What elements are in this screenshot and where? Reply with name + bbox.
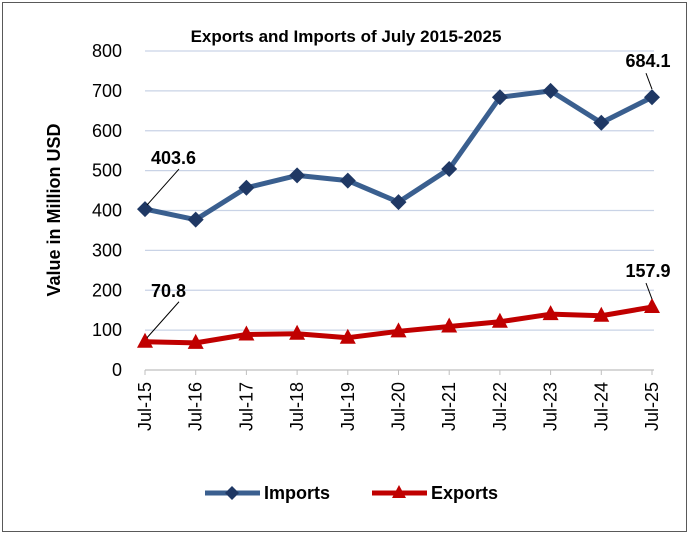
imports-marker: [593, 114, 610, 131]
x-axis-ticks: Jul-15 Jul-16 Jul-17 Jul-18 Jul-19 Jul-20 Jul-…: [135, 370, 662, 431]
gridlines: [145, 50, 654, 371]
legend-marker: [392, 485, 406, 498]
legend-label-exports: Exports: [431, 483, 498, 503]
y-tick-label: 400: [92, 201, 122, 221]
exports-marker: [441, 317, 458, 333]
imports-marker: [187, 211, 204, 228]
imports-marker: [137, 201, 153, 218]
data-label-leader: [146, 301, 180, 339]
y-tick-label: 200: [92, 280, 122, 300]
y-axis-ticks: 0 100 200 300 400 500 600 700 800: [92, 41, 122, 380]
y-tick-label: 300: [92, 240, 122, 260]
exports-data-label: 70.8: [151, 281, 186, 301]
imports-marker: [238, 179, 255, 196]
exports-marker: [289, 324, 306, 340]
imports-marker: [289, 167, 306, 184]
exports-marker: [339, 328, 356, 344]
exports-marker: [238, 325, 255, 341]
y-tick-label: 0: [112, 360, 122, 380]
imports-data-label: 403.6: [151, 148, 196, 168]
y-axis-title: Value in Million USD: [44, 123, 64, 296]
imports-marker: [542, 82, 559, 99]
data-labels: 403.6 684.1 70.8 157.9: [146, 51, 671, 339]
chart-title: Exports and Imports of July 2015-2025: [191, 27, 502, 46]
exports-marker: [187, 333, 204, 349]
y-tick-label: 500: [92, 161, 122, 181]
x-tick-label: Jul-17: [236, 382, 256, 431]
series-lines: [144, 88, 654, 346]
imports-marker: [491, 89, 508, 106]
exports-marker: [644, 298, 660, 314]
x-tick-label: Jul-23: [541, 382, 561, 431]
imports-data-label: 684.1: [625, 51, 670, 71]
imports-marker: [644, 89, 660, 106]
data-label-leader: [146, 168, 180, 206]
x-tick-label: Jul-25: [642, 382, 662, 431]
imports-marker: [339, 172, 356, 189]
y-tick-label: 100: [92, 320, 122, 340]
x-tick-label: Jul-19: [338, 382, 358, 431]
series-markers: [137, 82, 660, 349]
y-tick-label: 800: [92, 41, 122, 61]
exports-marker: [593, 306, 610, 322]
x-tick-label: Jul-16: [186, 382, 206, 431]
exports-marker: [491, 312, 508, 328]
exports-data-label: 157.9: [625, 261, 670, 281]
imports-marker: [441, 161, 458, 178]
legend-marker: [225, 486, 239, 500]
data-label-leader: [645, 282, 653, 300]
x-tick-label: Jul-20: [389, 382, 409, 431]
exports-marker: [390, 322, 407, 338]
y-tick-label: 700: [92, 81, 122, 101]
exports-marker: [137, 332, 153, 348]
x-tick-label: Jul-18: [287, 382, 307, 431]
x-tick-label: Jul-21: [439, 382, 459, 431]
x-tick-label: Jul-22: [490, 382, 510, 431]
data-label-leader: [645, 73, 653, 90]
x-tick-label: Jul-15: [135, 382, 155, 431]
x-tick-label: Jul-24: [591, 382, 611, 431]
legend: Imports Exports: [205, 483, 498, 503]
y-tick-label: 600: [92, 121, 122, 141]
exports-marker: [542, 305, 559, 321]
legend-label-imports: Imports: [264, 483, 330, 503]
imports-marker: [390, 194, 407, 211]
